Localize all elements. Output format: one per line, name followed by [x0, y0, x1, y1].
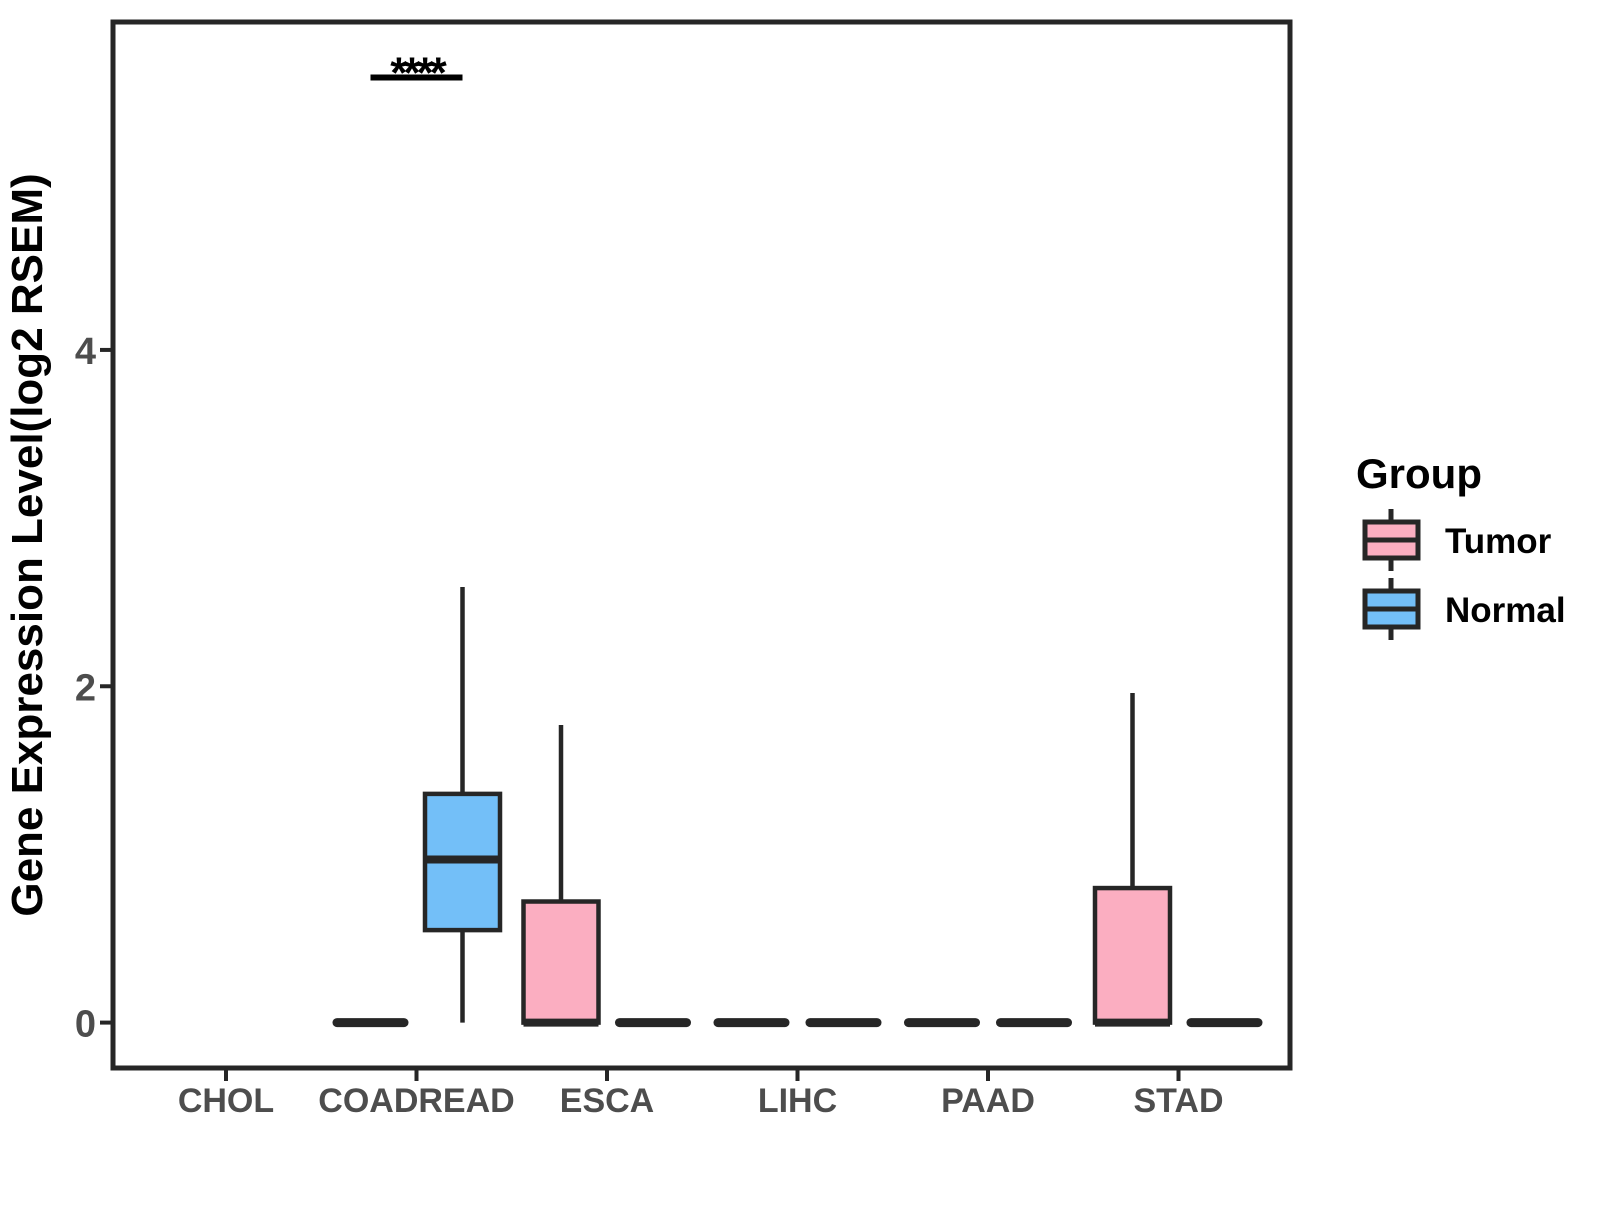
- x-category-label: STAD: [1133, 1082, 1223, 1120]
- x-category-label: CHOL: [178, 1082, 274, 1120]
- x-category-label: LIHC: [758, 1082, 837, 1120]
- boxplot-box-tumor-esca: [521, 899, 601, 1025]
- plot-panel-border: [110, 19, 1293, 1071]
- significance-stars: ****: [390, 48, 447, 97]
- legend-label-normal: Normal: [1445, 591, 1566, 630]
- y-tick-label: 4: [75, 331, 96, 373]
- y-axis-title: Gene Expression Level(log2 RSEM): [3, 173, 52, 916]
- x-axis: CHOL COADREAD ESCA LIHC PAAD STAD: [178, 1068, 1224, 1120]
- x-category-label: ESCA: [560, 1082, 654, 1120]
- legend-keys: [1362, 509, 1421, 640]
- y-tick-label: 2: [75, 667, 96, 709]
- x-category-label: PAAD: [941, 1082, 1035, 1120]
- y-axis: 0 2 4: [75, 331, 113, 1046]
- y-tick-label: 0: [75, 1004, 96, 1046]
- boxplot-series: [332, 587, 1263, 1028]
- significance-annotation: ****: [370, 48, 463, 97]
- legend-label-tumor: Tumor: [1445, 522, 1552, 561]
- x-category-label: COADREAD: [318, 1082, 514, 1120]
- boxplot-box-tumor-stad: [1092, 885, 1173, 1025]
- legend-title: Group: [1356, 450, 1482, 497]
- legend: Group Tumor Normal: [1356, 450, 1566, 640]
